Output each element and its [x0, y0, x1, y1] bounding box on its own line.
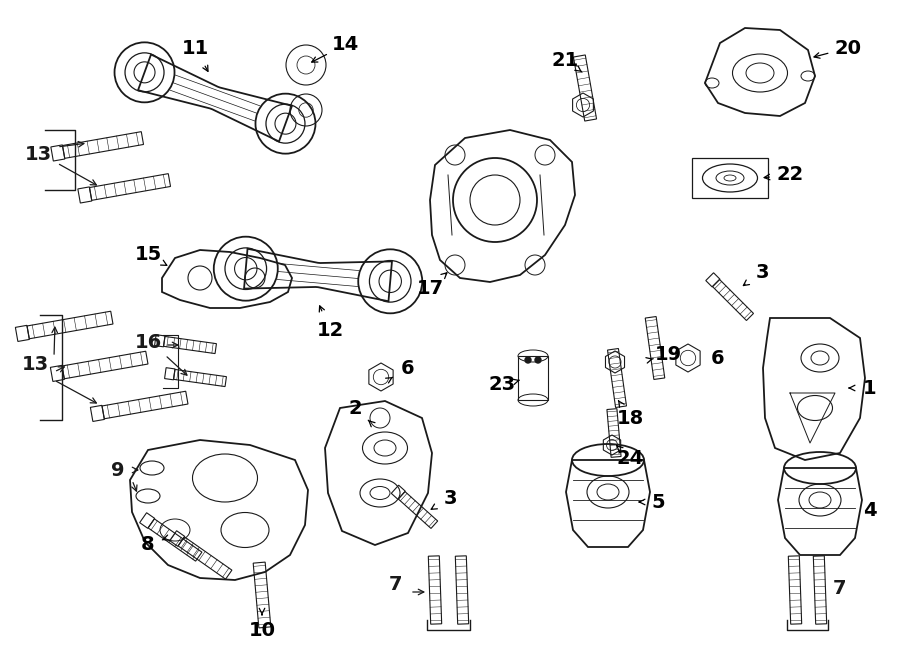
Text: 6: 6	[401, 358, 415, 377]
Circle shape	[535, 357, 541, 363]
Text: 22: 22	[777, 165, 804, 184]
Text: 16: 16	[134, 332, 162, 352]
Text: 1: 1	[863, 379, 877, 397]
Text: 4: 4	[863, 500, 877, 520]
Circle shape	[525, 357, 531, 363]
Text: 21: 21	[552, 50, 579, 69]
Text: 7: 7	[388, 576, 401, 594]
Text: 5: 5	[652, 492, 665, 512]
Text: 7: 7	[833, 578, 847, 598]
Text: 12: 12	[317, 321, 344, 340]
Text: 19: 19	[654, 346, 681, 364]
Text: 3: 3	[755, 262, 769, 282]
Text: 9: 9	[112, 461, 125, 479]
Text: 2: 2	[348, 399, 362, 418]
Text: 13: 13	[22, 356, 49, 375]
Text: 23: 23	[489, 375, 516, 395]
Text: 13: 13	[24, 145, 51, 165]
Text: 6: 6	[711, 348, 724, 368]
Text: 10: 10	[248, 621, 275, 639]
Text: 17: 17	[417, 278, 444, 297]
Text: 20: 20	[834, 38, 861, 58]
Text: 8: 8	[141, 535, 155, 555]
Text: 14: 14	[331, 36, 358, 54]
Text: 15: 15	[134, 245, 162, 264]
Text: 11: 11	[182, 38, 209, 58]
Text: 24: 24	[616, 449, 643, 467]
Text: 18: 18	[616, 408, 643, 428]
Text: 3: 3	[443, 488, 456, 508]
